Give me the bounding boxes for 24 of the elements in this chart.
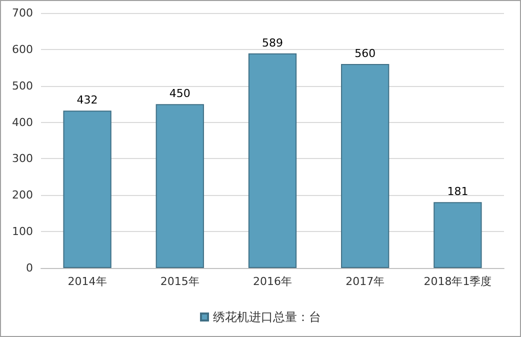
bar: [156, 104, 204, 268]
data-label: 589: [262, 36, 283, 50]
legend-label: 绣花机进口总量：台: [213, 310, 321, 324]
x-tick-label: 2016年: [253, 275, 292, 288]
x-tick-label: 2014年: [68, 275, 107, 288]
bar: [63, 110, 112, 268]
data-label: 432: [76, 94, 98, 107]
y-tick-label: 200: [12, 188, 33, 202]
y-tick-label: 300: [12, 152, 33, 166]
bar: [434, 202, 482, 268]
y-tick-label: 700: [12, 6, 33, 20]
y-tick-label: 0: [26, 262, 33, 274]
data-label: 450: [169, 87, 190, 100]
x-tick-label: 2015年: [160, 275, 200, 288]
y-tick-label: 400: [12, 116, 33, 129]
data-label: 181: [447, 185, 468, 198]
y-tick-label: 600: [12, 42, 33, 56]
y-tick-label: 100: [12, 225, 33, 238]
y-tick-label: 500: [12, 79, 33, 92]
data-label: 560: [354, 47, 376, 60]
x-tick-label: 2017年: [346, 275, 385, 288]
x-tick-label: 2018年1季度: [424, 275, 492, 288]
bar: [248, 53, 297, 268]
bar: [341, 64, 390, 268]
